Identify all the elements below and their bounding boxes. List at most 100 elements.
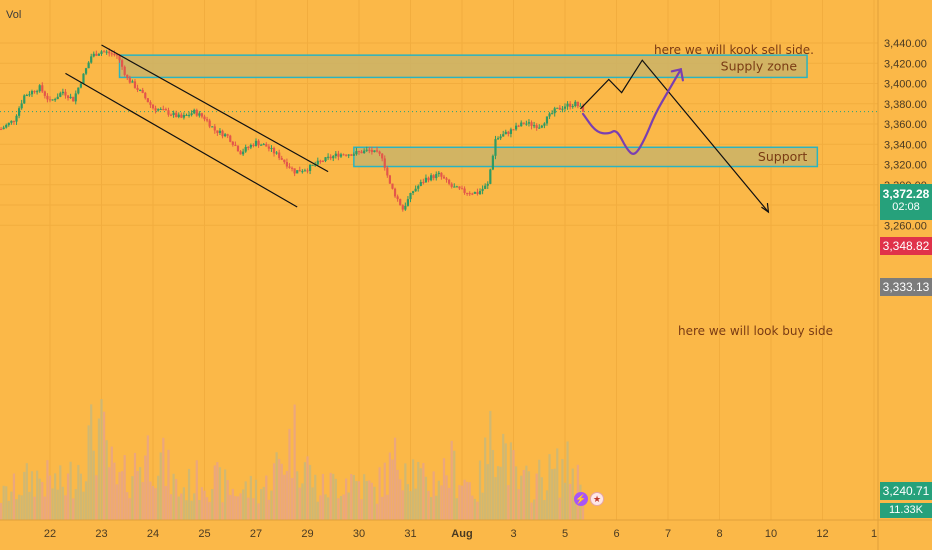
volume-bar [121,471,124,520]
candle-body [581,105,585,112]
price-tick-label: 3,360.00 [884,119,927,131]
candle-body [169,114,173,116]
volume-bar [257,503,260,520]
candle-body [139,89,142,91]
candle-body [87,62,90,69]
candle-body [195,109,198,116]
drawings-layer: here we will kook sell side. here we will… [65,43,833,338]
volume-bar [59,465,62,520]
volume-bar [247,497,250,520]
volume-bar [455,498,458,520]
candle-body [154,108,157,111]
candle-body [365,149,368,151]
volume-bar [128,498,131,520]
volume-bar [303,462,307,520]
candle-body [442,176,446,179]
candle-body [187,114,191,116]
candle-body [386,167,389,176]
candle-body [476,192,479,195]
volume-bar [522,469,525,520]
volume-bar [133,452,137,520]
candle-body [417,185,420,189]
volume-bar [540,477,543,520]
candle-body [25,95,28,97]
volume-bar [347,492,350,520]
candle-body [574,101,577,107]
channel-lower-line[interactable] [65,72,298,208]
volume-bar [211,489,214,520]
volume-bar [553,468,556,520]
volume-bar [499,466,502,520]
volume-indicator-label[interactable]: Vol [6,9,22,21]
volume-bar [87,425,90,520]
candle-body [102,51,106,53]
candle-body [373,150,376,153]
candle-body [79,83,82,88]
candle-body [167,110,170,115]
lightning-icon[interactable]: ⚡ [574,492,588,506]
candle-body [545,116,549,124]
volume-bar [41,481,44,520]
candle-body [332,156,335,159]
volume-bar [319,495,322,520]
candle-body [301,171,304,173]
volume-bar [375,503,379,520]
candle-body [440,172,443,177]
projection-black-path[interactable] [580,59,769,213]
volume-bar [56,489,59,520]
volume-bar [450,440,453,520]
candle-body [450,183,453,187]
volume-bar [393,437,397,520]
volume-bar [538,459,541,520]
volume-bar [491,449,494,520]
volume-bar [378,467,381,520]
candle-body [512,129,515,131]
channel-upper-line[interactable] [101,44,329,173]
volume-bar [136,470,139,520]
volume-bar [329,472,332,520]
volume-bar [38,478,41,520]
candle-body [571,106,574,108]
projection-purple-path[interactable] [581,68,682,155]
date-tick-label: 6 [613,528,619,540]
supply-zone[interactable] [118,54,808,79]
candle-body [303,170,307,172]
candle-body [36,91,39,93]
price-tick-label: 3,340.00 [884,139,927,151]
date-tick-label: 5 [562,528,568,540]
volume-bar [533,499,536,520]
volume-bar [502,433,505,520]
candle-body [48,99,52,101]
candle-body [265,144,268,147]
volume-bar [486,464,489,520]
candle-body [458,186,461,189]
volume-bar [360,499,363,520]
volume-bar [543,500,546,520]
candle-body [445,178,448,180]
candle-body [409,192,412,200]
candle-body [28,94,31,96]
candle-body [489,169,492,184]
candle-body [370,149,373,153]
candle-body [278,152,281,159]
candle-body [360,151,363,154]
candle-body [123,66,126,75]
candle-body [218,130,222,133]
candle-body [342,154,345,156]
candle-body [0,129,3,131]
volume-bar [33,496,36,520]
candle-body [548,113,551,117]
candle-body [556,107,559,109]
volume-bar [218,467,222,520]
volume-bar [5,486,8,520]
price-tick-label: 3,440.00 [884,38,927,50]
volume-bar [386,494,389,520]
candle-body [77,87,80,94]
candle-body [357,151,361,153]
candle-body [502,134,505,137]
us-flag-icon[interactable]: ★ [590,492,604,506]
support-zone[interactable] [353,146,819,168]
volume-bar [517,489,520,520]
volume-bar [512,450,515,520]
